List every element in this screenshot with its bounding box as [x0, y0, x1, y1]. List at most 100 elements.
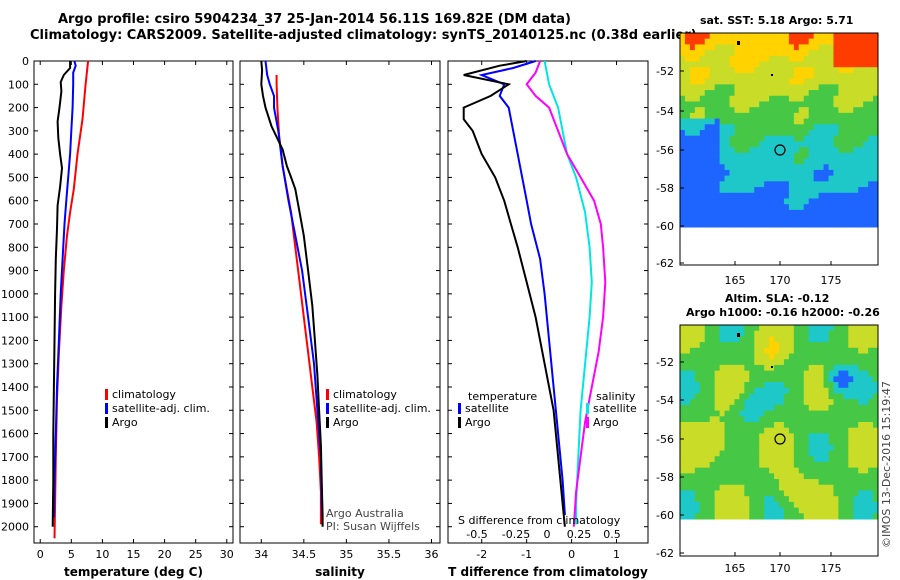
map-cell: [853, 410, 859, 417]
map-cell: [833, 152, 839, 160]
map-cell: [719, 484, 726, 491]
map-cell: [868, 152, 874, 160]
map-cell: [788, 124, 795, 131]
map-cell: [694, 95, 701, 102]
map-cell: [863, 342, 869, 349]
map-cell: [848, 376, 854, 383]
map-cell: [828, 342, 834, 349]
map-cell: [783, 192, 790, 199]
map-cell: [858, 187, 864, 194]
map-cell: [873, 353, 879, 360]
map-cell: [779, 404, 785, 412]
map-cell: [709, 393, 716, 400]
map-cell: [774, 112, 780, 120]
map-cell: [744, 456, 750, 463]
map-cell: [734, 175, 740, 182]
map-cell: [729, 55, 735, 63]
map-cell: [798, 325, 805, 332]
map-cell: [704, 496, 711, 503]
map-cell: [873, 450, 879, 457]
map-cell: [848, 399, 854, 406]
map-cell: [848, 461, 854, 469]
map-cell: [788, 215, 795, 222]
map-cell: [684, 399, 691, 406]
map-cell: [744, 370, 750, 377]
map-cell: [863, 135, 869, 142]
map-cell: [823, 507, 829, 514]
map-cell: [774, 147, 780, 154]
map-cell: [719, 364, 726, 372]
map-cell: [734, 72, 740, 80]
map-cell: [858, 175, 864, 182]
ytick-label: 1700: [1, 451, 29, 464]
map-cell: [689, 50, 696, 57]
map-cell: [783, 439, 790, 446]
map-cell: [759, 439, 765, 446]
map-cell: [813, 95, 820, 102]
map-cell: [759, 416, 765, 423]
map-cell: [838, 147, 844, 154]
plot-frame-temperature: [33, 60, 234, 544]
map-cell: [779, 209, 785, 217]
map-cell: [813, 342, 820, 349]
map-cell: [719, 124, 726, 131]
map-cell: [793, 33, 800, 40]
map-cell: [808, 376, 815, 383]
map-cell: [769, 124, 775, 131]
map-cell: [783, 336, 790, 343]
map-cell: [823, 135, 829, 142]
map-cell: [823, 467, 829, 474]
map-cell: [680, 55, 686, 63]
map-cell: [759, 342, 765, 349]
map-cell: [833, 473, 839, 480]
map-cell: [873, 124, 879, 131]
map-cell: [863, 410, 869, 417]
map-cell: [684, 456, 691, 463]
map-cell: [744, 158, 750, 165]
map-cell: [823, 33, 829, 40]
map-cell: [863, 479, 869, 486]
map-cell: [843, 90, 849, 97]
map-cell: [714, 187, 721, 194]
map-cell: [808, 347, 815, 355]
map-cell: [754, 456, 760, 463]
map-cell: [684, 501, 691, 509]
map-cell: [779, 90, 785, 97]
map-cell: [873, 456, 879, 463]
map-cell: [764, 221, 770, 228]
map-cell: [863, 416, 869, 423]
map-cell: [808, 147, 815, 154]
map-cell: [823, 101, 829, 108]
map-cell: [848, 444, 854, 452]
map-cell: [868, 204, 874, 211]
map-cell: [858, 130, 864, 137]
map-cell: [714, 456, 721, 463]
map-cell: [803, 112, 810, 120]
map-cell: [764, 382, 770, 389]
map-cell: [719, 376, 726, 383]
map-cell: [818, 342, 825, 349]
map-cell: [868, 175, 874, 182]
map-cell: [699, 84, 706, 91]
map-cell: [808, 330, 815, 337]
map-cell: [803, 164, 810, 171]
map-cell: [779, 325, 785, 332]
map-cell: [779, 78, 785, 85]
map-ytick-label: -54: [656, 394, 674, 407]
map-cell: [853, 404, 859, 412]
map-cell: [739, 152, 745, 160]
legend-swatch: [586, 417, 589, 428]
map-cell: [853, 364, 859, 372]
map-cell: [689, 444, 696, 452]
map-cell: [858, 67, 864, 74]
map-cell: [813, 433, 820, 440]
map-cell: [848, 95, 854, 102]
map-cell: [843, 130, 849, 137]
map-cell: [798, 50, 805, 57]
map-cell: [680, 456, 686, 463]
map-cell: [729, 181, 735, 188]
map-cell: [704, 399, 711, 406]
map-cell: [813, 198, 820, 205]
map-cell: [818, 50, 825, 57]
map-cell: [803, 427, 810, 434]
